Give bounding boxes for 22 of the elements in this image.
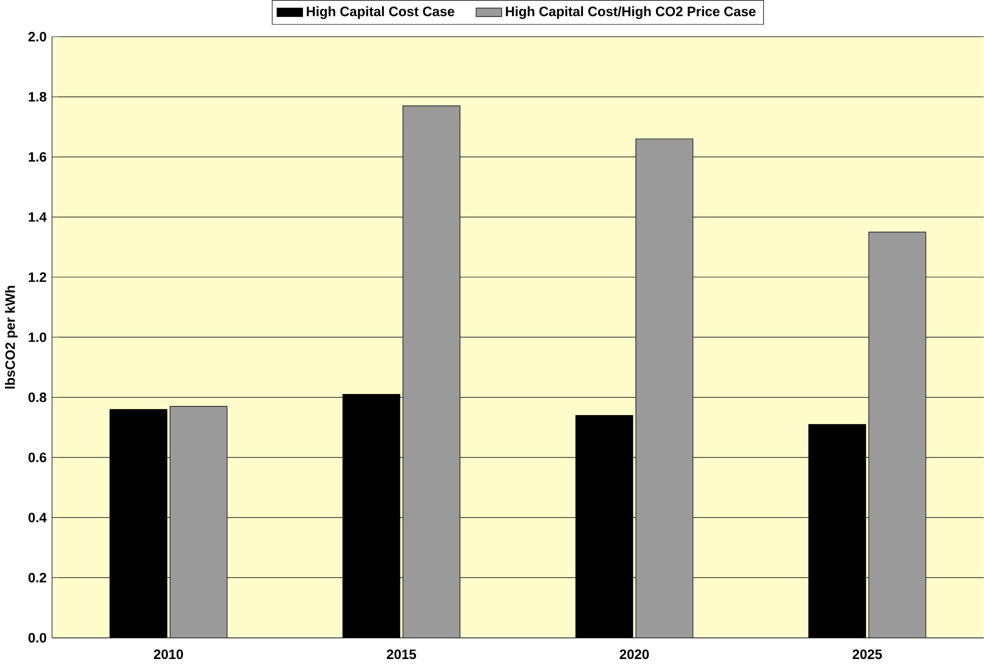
y-tick-label: 0.4 [28,512,47,522]
y-tick-label: 1.0 [28,332,46,342]
x-tick-label: 2020 [620,649,649,660]
y-tick-label: 0.8 [28,392,46,402]
bar [402,105,460,638]
x-tick-label: 2010 [154,649,183,660]
legend-label: High Capital Cost/High CO2 Price Case [506,6,756,19]
bar [868,232,926,638]
y-tick-label: 1.8 [28,92,46,102]
y-tick-label: 2.0 [28,32,46,42]
y-tick-label: 0.2 [28,572,46,582]
bar [636,138,694,638]
y-tick-label: 1.2 [28,272,46,282]
x-tick-label: 2025 [852,649,882,660]
y-tick-label: 1.6 [28,152,46,162]
y-axis-title: lbsCO2 per kWh [5,286,18,388]
x-tick-label: 2015 [386,649,416,660]
y-tick-label: 0.0 [28,632,46,643]
y-tick-label: 1.4 [28,212,47,222]
bar [170,406,228,638]
y-tick-label: 0.6 [28,452,46,462]
legend-label: High Capital Cost Case [306,6,454,19]
